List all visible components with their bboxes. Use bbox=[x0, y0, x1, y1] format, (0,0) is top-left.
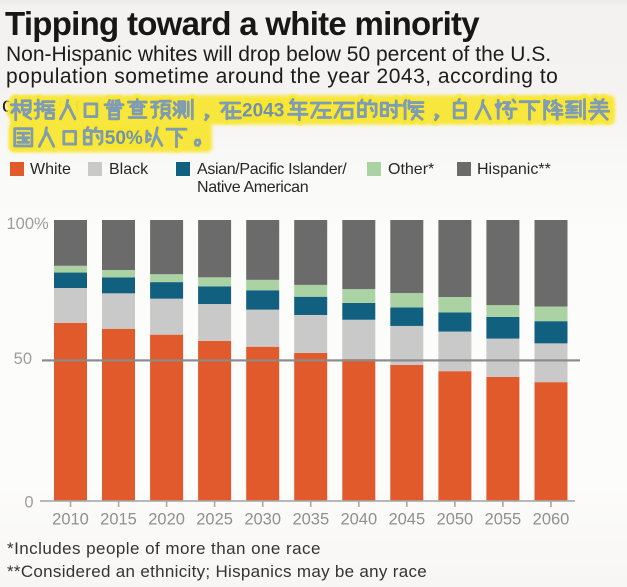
svg-text:50: 50 bbox=[14, 350, 32, 368]
svg-text:50%: 50% bbox=[105, 128, 143, 149]
svg-text:50%: 50% bbox=[105, 128, 143, 149]
svg-text:2010: 2010 bbox=[52, 511, 89, 529]
svg-text:2043: 2043 bbox=[242, 101, 284, 122]
svg-text:0: 0 bbox=[24, 494, 33, 512]
svg-text:2015: 2015 bbox=[100, 511, 137, 529]
svg-text:2043: 2043 bbox=[242, 101, 284, 122]
svg-text:2025: 2025 bbox=[196, 511, 233, 529]
svg-text:2055: 2055 bbox=[485, 511, 522, 529]
svg-text:100%: 100% bbox=[7, 215, 50, 233]
svg-text:2050: 2050 bbox=[437, 511, 474, 529]
svg-text:2030: 2030 bbox=[244, 511, 281, 529]
svg-text:2020: 2020 bbox=[148, 511, 185, 529]
svg-text:2040: 2040 bbox=[340, 511, 377, 529]
svg-text:2035: 2035 bbox=[292, 511, 329, 529]
svg-text:2060: 2060 bbox=[533, 511, 570, 529]
svg-text:2045: 2045 bbox=[388, 511, 425, 529]
